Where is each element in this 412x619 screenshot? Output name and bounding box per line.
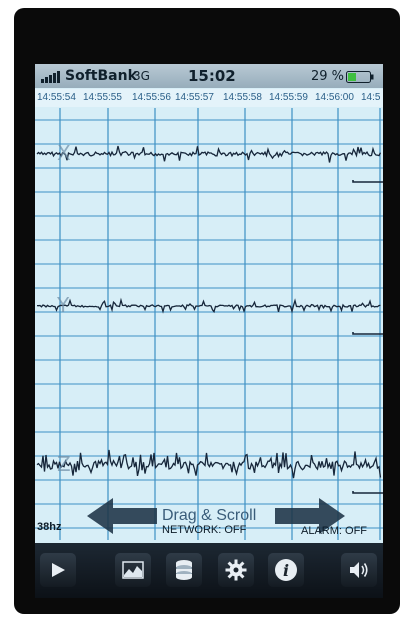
battery-icon (346, 71, 374, 83)
settings-button[interactable] (218, 553, 254, 587)
svg-text:i: i (283, 561, 289, 580)
trace-marker (352, 332, 383, 335)
time-tick-label: 14:55:57 (175, 92, 214, 103)
gear-icon (225, 559, 247, 581)
info-button[interactable]: i (268, 553, 304, 587)
app-screen: SoftBank 3G 15:02 29 % 14:55:54 14:55:55… (35, 64, 383, 598)
sample-rate: 38hz (37, 521, 62, 533)
axis-letters: X Y Z (56, 141, 71, 476)
bottom-toolbar: i (35, 543, 383, 598)
axis-letter-z: Z (57, 452, 71, 476)
status-clock: 15:02 (188, 67, 236, 85)
network-type: 3G (133, 69, 150, 83)
graph-traces (36, 145, 383, 494)
database-button[interactable] (166, 553, 202, 587)
acceleration-graph[interactable]: X Y Z (35, 108, 383, 540)
carrier-name: SoftBank (65, 68, 137, 84)
sound-button[interactable] (341, 553, 377, 587)
signal-bars-icon (41, 71, 60, 83)
alarm-status: ALARM: OFF (301, 525, 368, 537)
graph-grid (35, 108, 383, 540)
drag-scroll-hint: Drag & Scroll (162, 507, 257, 524)
left-arrow-icon (87, 498, 157, 534)
time-tick-label: 14:5 (361, 92, 381, 103)
status-bar: SoftBank 3G 15:02 29 % (35, 64, 383, 88)
speaker-icon (350, 562, 368, 578)
network-status: NETWORK: OFF (162, 524, 247, 536)
time-tick-label: 14:56:00 (315, 92, 354, 103)
info-icon: i (275, 559, 297, 581)
axis-letter-y: Y (56, 293, 70, 317)
trace-marker (352, 491, 383, 494)
sensor-trace-x (36, 145, 382, 163)
time-tick-label: 14:55:54 (37, 92, 76, 103)
trace-marker (352, 180, 383, 183)
time-tick-label: 14:55:58 (223, 92, 262, 103)
play-button[interactable] (40, 553, 76, 587)
battery-percent: 29 % (311, 69, 345, 84)
time-tick-label: 14:55:56 (132, 92, 171, 103)
axis-letter-x: X (57, 141, 71, 165)
graph-button[interactable] (115, 553, 151, 587)
play-icon (52, 563, 65, 577)
time-axis: 14:55:54 14:55:55 14:55:56 14:55:57 14:5… (35, 89, 383, 107)
time-tick-label: 14:55:59 (269, 92, 308, 103)
right-arrow-icon (275, 498, 345, 534)
sensor-trace-y (36, 297, 381, 314)
chart-icon (122, 561, 144, 579)
database-icon (176, 560, 192, 580)
sensor-trace-z (36, 449, 382, 479)
time-tick-label: 14:55:55 (83, 92, 122, 103)
